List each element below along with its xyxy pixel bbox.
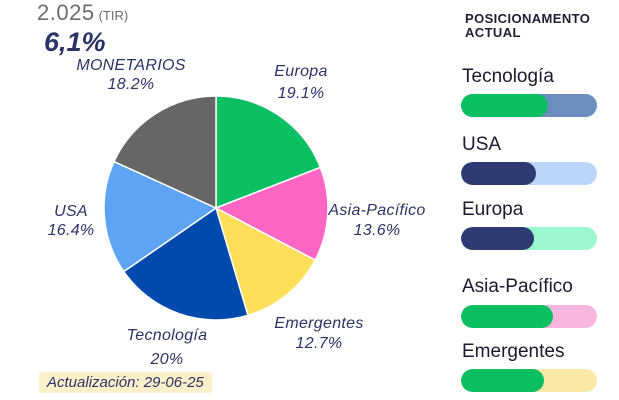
pie-slice-usa xyxy=(103,160,218,273)
slice-name-monetarios: MONETARIOS xyxy=(76,57,186,74)
position-fill-asia-pacifico xyxy=(461,305,554,328)
pie-slice-emergentes xyxy=(214,206,317,317)
position-bar-emergentes xyxy=(461,369,597,392)
position-label-tecnologia: Tecnología xyxy=(462,66,554,87)
tir-label: (TIR) xyxy=(98,8,129,23)
update-badge: Actualización: 29-06-25 xyxy=(39,372,212,393)
pie-slice-monetarios xyxy=(113,95,217,210)
position-fill-usa xyxy=(461,162,536,185)
year-label: 2.025 (TIR) xyxy=(37,0,128,26)
position-fill-emergentes xyxy=(461,369,544,392)
slice-label-europa: Europa 19.1% xyxy=(274,62,327,103)
slice-name-tecnologia: Tecnología xyxy=(126,327,208,344)
positioning-title: POSICIONAMENTO ACTUAL xyxy=(465,11,591,40)
slice-pct-europa: 19.1% xyxy=(277,85,325,102)
position-label-europa: Europa xyxy=(462,199,524,220)
slice-pct-monetarios: 18.2% xyxy=(107,76,155,93)
slice-name-usa: USA xyxy=(54,203,88,220)
position-label-asia-pacifico: Asia-Pacífico xyxy=(462,276,573,297)
slice-pct-emergentes: 12.7% xyxy=(295,335,343,352)
year-value: 2.025 xyxy=(37,0,95,25)
tir-value: 6,1% xyxy=(44,27,106,57)
pie-slice-tecnologia xyxy=(122,206,249,321)
slice-label-emergentes: Emergentes 12.7% xyxy=(274,314,363,353)
slice-pct-usa: 16.4% xyxy=(47,222,95,239)
slice-name-asia-pacifico: Asia-Pacífico xyxy=(328,202,426,219)
position-label-emergentes: Emergentes xyxy=(462,341,565,362)
slice-label-monetarios: MONETARIOS 18.2% xyxy=(76,56,185,94)
position-fill-tecnologia xyxy=(461,94,549,117)
position-bar-asia-pacifico xyxy=(461,305,597,328)
pie-slice-europa xyxy=(215,95,322,210)
position-bar-europa xyxy=(461,227,597,250)
slice-pct-asia-pacifico: 13.6% xyxy=(353,222,401,239)
position-fill-europa xyxy=(461,227,535,250)
slice-name-emergentes: Emergentes xyxy=(274,315,364,332)
slice-label-usa: USA 16.4% xyxy=(48,202,95,240)
pie-slice-asia-pacifico xyxy=(214,166,329,262)
position-bar-usa xyxy=(461,162,597,185)
slice-label-asia-pacifico: Asia-Pacífico 13.6% xyxy=(328,201,425,240)
slice-name-europa: Europa xyxy=(274,63,328,80)
position-bar-tecnologia xyxy=(461,94,597,117)
slice-pct-tecnologia: 20% xyxy=(150,351,184,368)
slice-label-tecnologia: Tecnología 20% xyxy=(127,326,208,369)
position-label-usa: USA xyxy=(462,134,502,155)
